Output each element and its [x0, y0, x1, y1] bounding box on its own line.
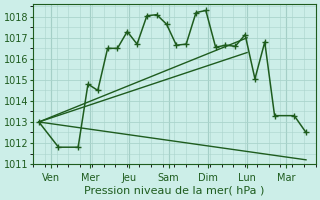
X-axis label: Pression niveau de la mer( hPa ): Pression niveau de la mer( hPa ) [84, 186, 265, 196]
